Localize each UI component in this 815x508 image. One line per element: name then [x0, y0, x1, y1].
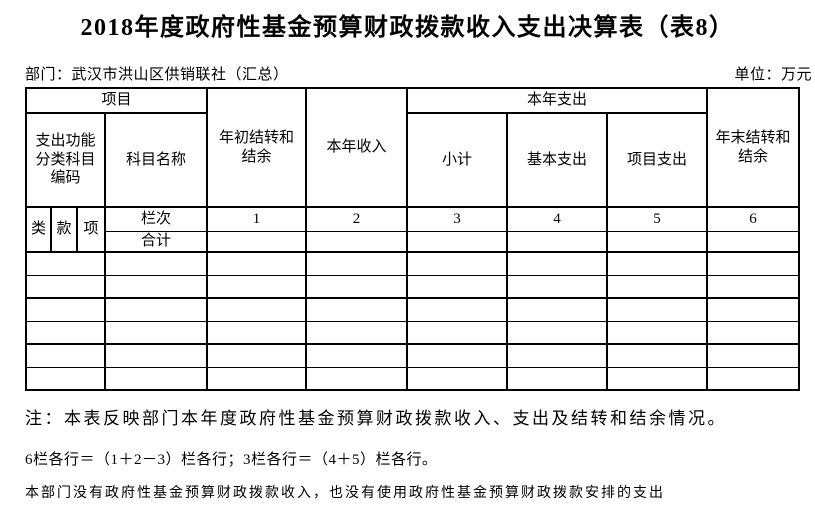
body-cell-value	[206, 320, 308, 345]
column-number-row: 类 款 项 栏次 1 2 3 4 5 6	[25, 206, 801, 253]
header-project-expenditure: 项目支出	[606, 112, 709, 208]
body-cell-value	[206, 251, 308, 276]
body-cell-code	[25, 320, 106, 345]
body-cell-value	[406, 297, 509, 322]
body-cell-subject	[103, 274, 209, 299]
col-label-class: 类	[25, 206, 52, 253]
body-cell-value	[305, 251, 409, 276]
body-cell-subject	[103, 320, 209, 345]
header-subtotal: 小计	[406, 112, 509, 208]
body-cell-value	[506, 297, 609, 322]
column-number-4: 4	[506, 206, 609, 232]
body-cell-value	[606, 320, 709, 345]
table-row	[25, 297, 801, 322]
header-subject-name: 科目名称	[103, 112, 209, 208]
header-basic-expenditure: 基本支出	[506, 112, 609, 208]
table-row	[25, 251, 801, 276]
unit-label: 单位：万元	[734, 67, 812, 83]
body-cell-value	[506, 320, 609, 345]
column-number-2: 2	[305, 206, 409, 232]
body-cell-code	[25, 297, 106, 322]
body-cell-value	[406, 366, 509, 391]
column-number-3: 3	[406, 206, 509, 232]
total-value-2	[305, 230, 409, 253]
header-function-code: 支出功能 分类科目 编码	[25, 112, 106, 208]
body-cell-value	[406, 320, 509, 345]
total-value-6	[706, 230, 801, 253]
group-header-project: 项目	[24, 87, 209, 114]
col-label-item: 项	[76, 206, 106, 253]
body-cell-value	[305, 320, 409, 345]
body-cell-code	[25, 343, 106, 368]
group-header-current-expenditure: 本年支出	[406, 87, 709, 114]
body-cell-subject	[103, 343, 209, 368]
notes-section: 注：本表反映部门本年度政府性基金预算财政拨款收入、支出及结转和结余情况。 6栏各…	[25, 404, 815, 502]
total-value-1	[206, 230, 308, 253]
body-cell-value	[606, 343, 709, 368]
table-row	[25, 320, 801, 345]
body-cell-value	[606, 251, 709, 276]
body-cell-value	[506, 251, 609, 276]
body-cell-value	[406, 343, 509, 368]
header-beginning-balance: 年初结转和 结余	[206, 87, 308, 208]
body-cell-value	[506, 343, 609, 368]
header-current-income: 本年收入	[305, 87, 409, 208]
body-cell-value	[706, 343, 801, 368]
body-cell-value	[506, 274, 609, 299]
body-cell-subject	[103, 366, 209, 391]
body-cell-value	[606, 297, 709, 322]
body-cell-value	[206, 366, 308, 391]
body-cell-value	[206, 297, 308, 322]
body-cell-value	[406, 251, 509, 276]
body-cell-value	[305, 366, 409, 391]
note-statement: 本部门没有政府性基金预算财政拨款收入，也没有使用政府性基金预算财政拨款安排的支出	[25, 486, 665, 501]
column-number-6: 6	[706, 206, 801, 232]
sub-header-row: 支出功能 分类科目 编码 科目名称 小计 基本支出 项目支出	[25, 112, 799, 208]
table-row	[25, 366, 801, 391]
total-value-5	[606, 230, 709, 253]
body-cell-value	[506, 366, 609, 391]
total-row-label: 合计	[103, 230, 209, 253]
body-cell-value	[606, 366, 709, 391]
body-cell-value	[305, 274, 409, 299]
department-label: 部门：武汉市洪山区供销联社（汇总）	[25, 67, 289, 83]
total-row: 合计	[26, 230, 801, 253]
body-cell-subject	[103, 297, 209, 322]
body-cell-value	[606, 274, 709, 299]
body-cell-value	[305, 343, 409, 368]
budget-table: 项目 年初结转和 结余 本年收入 本年支出 年末结转和 结余 支出功能 分类科目…	[24, 87, 801, 391]
body-cell-value	[706, 320, 801, 345]
body-cell-value	[706, 251, 801, 276]
lanci-label: 栏次	[103, 206, 209, 232]
total-value-3	[406, 230, 509, 253]
body-cell-value	[406, 274, 509, 299]
group-header-row: 项目 年初结转和 结余 本年收入 本年支出 年末结转和 结余	[24, 87, 801, 208]
note-description: 注：本表反映部门本年度政府性基金预算财政拨款收入、支出及结转和结余情况。	[25, 409, 727, 428]
column-number-5: 5	[606, 206, 709, 232]
col-label-section: 款	[50, 206, 78, 253]
table-row	[25, 274, 801, 299]
body-cell-code	[25, 274, 106, 299]
meta-row: 部门：武汉市洪山区供销联社（汇总） 单位：万元	[25, 63, 812, 84]
page-title: 2018年度政府性基金预算财政拨款收入支出决算表（表8）	[80, 15, 735, 41]
body-cell-value	[305, 297, 409, 322]
table-row	[25, 343, 801, 368]
note-formula: 6栏各行＝（1＋2－3）栏各行；3栏各行＝（4＋5）栏各行。	[25, 452, 438, 468]
body-cell-value	[706, 274, 801, 299]
total-value-4	[506, 230, 609, 253]
column-number-1: 1	[206, 206, 308, 232]
body-cell-value	[706, 366, 801, 391]
body-cell-code	[25, 366, 106, 391]
header-ending-balance: 年末结转和 结余	[706, 87, 801, 208]
body-cell-value	[706, 297, 801, 322]
body-cell-code	[25, 251, 106, 276]
body-cell-subject	[103, 251, 209, 276]
body-cell-value	[206, 274, 308, 299]
body-cell-value	[206, 343, 308, 368]
